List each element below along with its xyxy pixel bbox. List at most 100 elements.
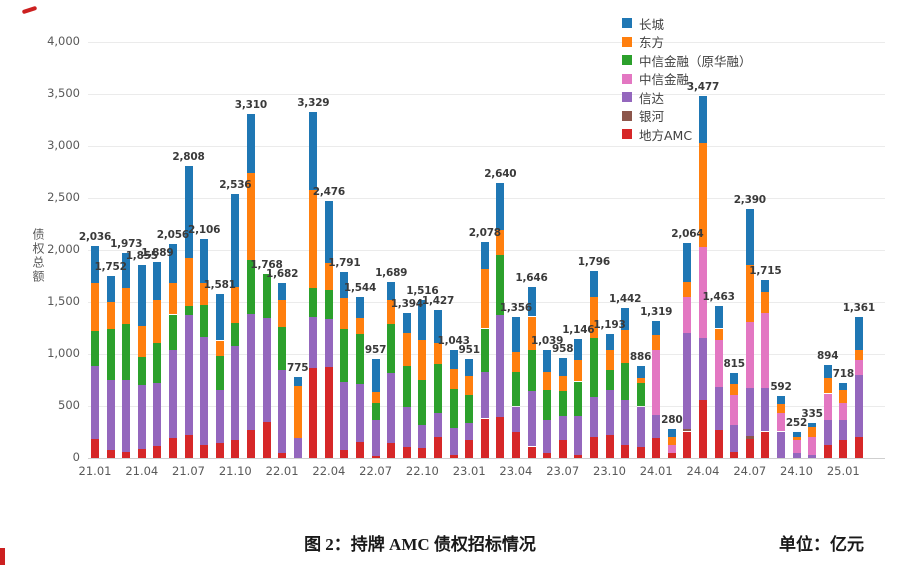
bar-segment-东方 xyxy=(761,292,770,313)
bar-segment-地方AMC xyxy=(714,429,723,458)
bar-total-label: 1,973 xyxy=(110,237,143,250)
bar-segment-长城 xyxy=(137,265,146,326)
bar-segment-信达 xyxy=(122,380,131,452)
bar-segment-信达 xyxy=(402,406,411,447)
bar-segment-中信金融（原华融） xyxy=(340,328,349,383)
bar-segment-中信金融（原华融） xyxy=(153,343,162,384)
bar-segment-地方AMC xyxy=(605,435,614,458)
bar-segment-信达 xyxy=(200,336,209,445)
bar-segment-地方AMC xyxy=(589,436,598,458)
bar-total-label: 2,056 xyxy=(156,229,189,242)
legend-item: 长城 xyxy=(622,14,752,33)
bar-segment-东方 xyxy=(589,296,598,339)
bar-segment-地方AMC xyxy=(636,446,645,458)
stacked-bar-chart: 债权总额 0 500 1,000 1,500 2,000 2,500 3,000 3,500 4… xyxy=(31,14,885,478)
bar-total-label: 1,689 xyxy=(375,267,408,280)
bar-segment-东方 xyxy=(558,376,567,392)
bar-segment-地方AMC xyxy=(278,452,287,458)
bar-segment-地方AMC xyxy=(761,431,770,458)
bar-segment-中信金融 xyxy=(839,403,848,420)
bar-segment-东方 xyxy=(122,288,131,324)
bar-segment-中信金融（原华融） xyxy=(309,288,318,318)
bar-segment-长城 xyxy=(636,365,645,378)
bar-segment-信达 xyxy=(340,382,349,451)
bar-segment-中信金融（原华融） xyxy=(246,259,255,314)
legend-label: 中信金融 xyxy=(639,72,690,88)
y-tick-label: 0 xyxy=(72,450,80,464)
bar-segment-东方 xyxy=(730,384,739,396)
bar-segment-中信金融 xyxy=(683,296,692,334)
bar-segment-东方 xyxy=(839,389,848,404)
x-tick-label: 25.01 xyxy=(826,464,860,478)
bar-total-label: 1,463 xyxy=(702,290,735,303)
bar-segment-东方 xyxy=(137,325,146,358)
bar-segment-信达 xyxy=(543,420,552,454)
bar-segment-信达 xyxy=(215,390,224,444)
bar-segment-长城 xyxy=(808,423,817,428)
legend-label: 地方AMC xyxy=(639,127,693,143)
bar-total-label: 252 xyxy=(785,416,808,429)
bar-total-label: 1,581 xyxy=(203,278,236,291)
bar-segment-中信金融（原华融） xyxy=(480,328,489,372)
figure-caption: 图 2：持牌 AMC 债权招标情况 xyxy=(304,535,536,554)
bar-segment-信达 xyxy=(605,389,614,436)
bar-segment-长城 xyxy=(309,111,318,191)
bar-segment-地方AMC xyxy=(106,449,115,458)
bar-segment-长城 xyxy=(730,373,739,385)
legend-item: 中信金融（原华融） xyxy=(622,51,752,70)
legend-item: 中信金融 xyxy=(622,70,752,89)
bar-total-label: 1,544 xyxy=(343,282,377,295)
bar-segment-东方 xyxy=(543,371,552,390)
bar-segment-中信金融（原华融） xyxy=(511,371,520,407)
bar-segment-信达 xyxy=(278,370,287,453)
bar-segment-长城 xyxy=(589,271,598,297)
bar-segment-地方AMC xyxy=(434,436,442,458)
bar-segment-信达 xyxy=(496,315,505,417)
bar-segment-长城 xyxy=(480,241,489,269)
bar-segment-中信金融（原华融） xyxy=(168,314,177,351)
bar-total-label: 886 xyxy=(629,350,652,363)
bar-segment-中信金融 xyxy=(652,349,661,415)
bar-segment-中信金融（原华融） xyxy=(449,389,458,429)
bar-segment-长城 xyxy=(106,275,115,302)
x-tick-label: 24.07 xyxy=(733,464,767,478)
bar-total-label: 3,329 xyxy=(297,96,330,109)
x-tick-label: 21.10 xyxy=(218,464,252,478)
x-tick-label: 22.07 xyxy=(359,464,393,478)
bar-segment-信达 xyxy=(153,383,162,446)
bar-segment-中信金融（原华融） xyxy=(387,324,396,373)
legend-swatch-icon xyxy=(622,36,632,47)
bar-segment-信达 xyxy=(371,420,380,456)
bar-total-label: 1,752 xyxy=(94,260,127,273)
bar-segment-东方 xyxy=(496,230,505,256)
unit-label: 单位：亿元 xyxy=(779,535,864,554)
bar-segment-长城 xyxy=(184,166,193,259)
bar-segment-中信金融（原华融） xyxy=(91,331,99,366)
bar-segment-东方 xyxy=(777,403,785,414)
bar-segment-中信金融（原华融） xyxy=(527,349,536,392)
bar-segment-东方 xyxy=(215,340,224,356)
bar-segment-东方 xyxy=(854,349,863,360)
bar-segment-长城 xyxy=(418,300,427,340)
x-axis-line xyxy=(88,458,885,459)
red-annotation-mark-bottom xyxy=(0,548,5,565)
bar-segment-信达 xyxy=(434,413,442,437)
bar-segment-东方 xyxy=(683,281,692,297)
y-tick-label: 1,000 xyxy=(47,346,80,360)
bar-segment-地方AMC xyxy=(246,429,255,458)
bar-segment-中信金融（原华融） xyxy=(122,323,131,380)
y-tick-label: 3,000 xyxy=(47,138,80,152)
bar-segment-中信金融 xyxy=(823,393,832,420)
bar-segment-银河 xyxy=(745,436,754,440)
gridline xyxy=(88,94,885,95)
bar-segment-地方AMC xyxy=(122,451,131,458)
bar-segment-中信金融（原华融） xyxy=(434,363,442,414)
bar-segment-东方 xyxy=(652,334,661,350)
bar-segment-东方 xyxy=(745,265,754,322)
bar-segment-地方AMC xyxy=(683,431,692,458)
bar-segment-信达 xyxy=(184,315,193,436)
legend-item: 银河 xyxy=(622,107,752,126)
bar-segment-长城 xyxy=(371,358,380,392)
bar-segment-信达 xyxy=(91,366,99,439)
bar-segment-信达 xyxy=(309,317,318,369)
